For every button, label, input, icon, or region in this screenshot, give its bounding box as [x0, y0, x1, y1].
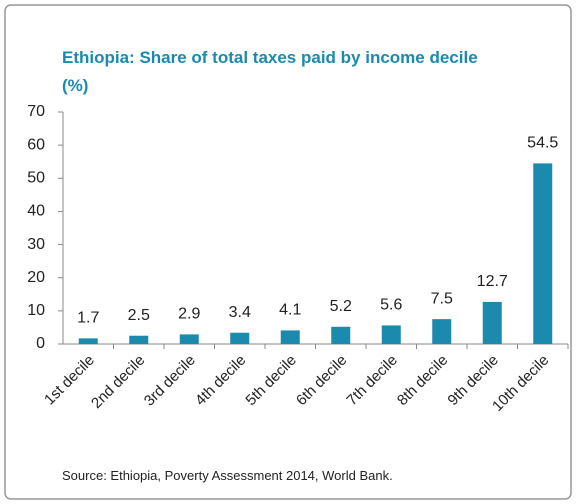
y-tick-label: 70 [27, 103, 45, 120]
bar [280, 330, 300, 344]
y-tick-label: 10 [27, 302, 45, 319]
bar [533, 163, 553, 344]
bar [432, 319, 452, 344]
value-label: 12.7 [477, 273, 508, 290]
y-tick-label: 0 [36, 335, 45, 352]
bar [179, 334, 199, 344]
chart-title: Ethiopia: Share of total taxes paid by i… [62, 48, 478, 95]
value-label: 2.5 [128, 307, 150, 324]
bar [381, 325, 401, 344]
frame [4, 4, 572, 500]
value-label: 54.5 [527, 135, 558, 152]
bar [331, 326, 351, 344]
value-label: 3.4 [229, 304, 251, 321]
value-label: 5.2 [330, 298, 352, 315]
bar [230, 332, 250, 344]
value-label: 4.1 [279, 302, 301, 319]
value-label: 7.5 [431, 290, 453, 307]
y-tick-label: 40 [27, 203, 45, 220]
y-tick-label: 30 [27, 236, 45, 253]
bar [482, 301, 502, 344]
source-note: Source: Ethiopia, Poverty Assessment 201… [62, 468, 393, 483]
bar [78, 338, 98, 344]
y-tick-label: 60 [27, 136, 45, 153]
y-tick-label: 50 [27, 170, 45, 187]
bar [129, 335, 149, 344]
value-label: 1.7 [77, 310, 99, 327]
y-tick-label: 20 [27, 269, 45, 286]
value-label: 5.6 [380, 297, 402, 314]
value-label: 2.9 [178, 306, 200, 323]
